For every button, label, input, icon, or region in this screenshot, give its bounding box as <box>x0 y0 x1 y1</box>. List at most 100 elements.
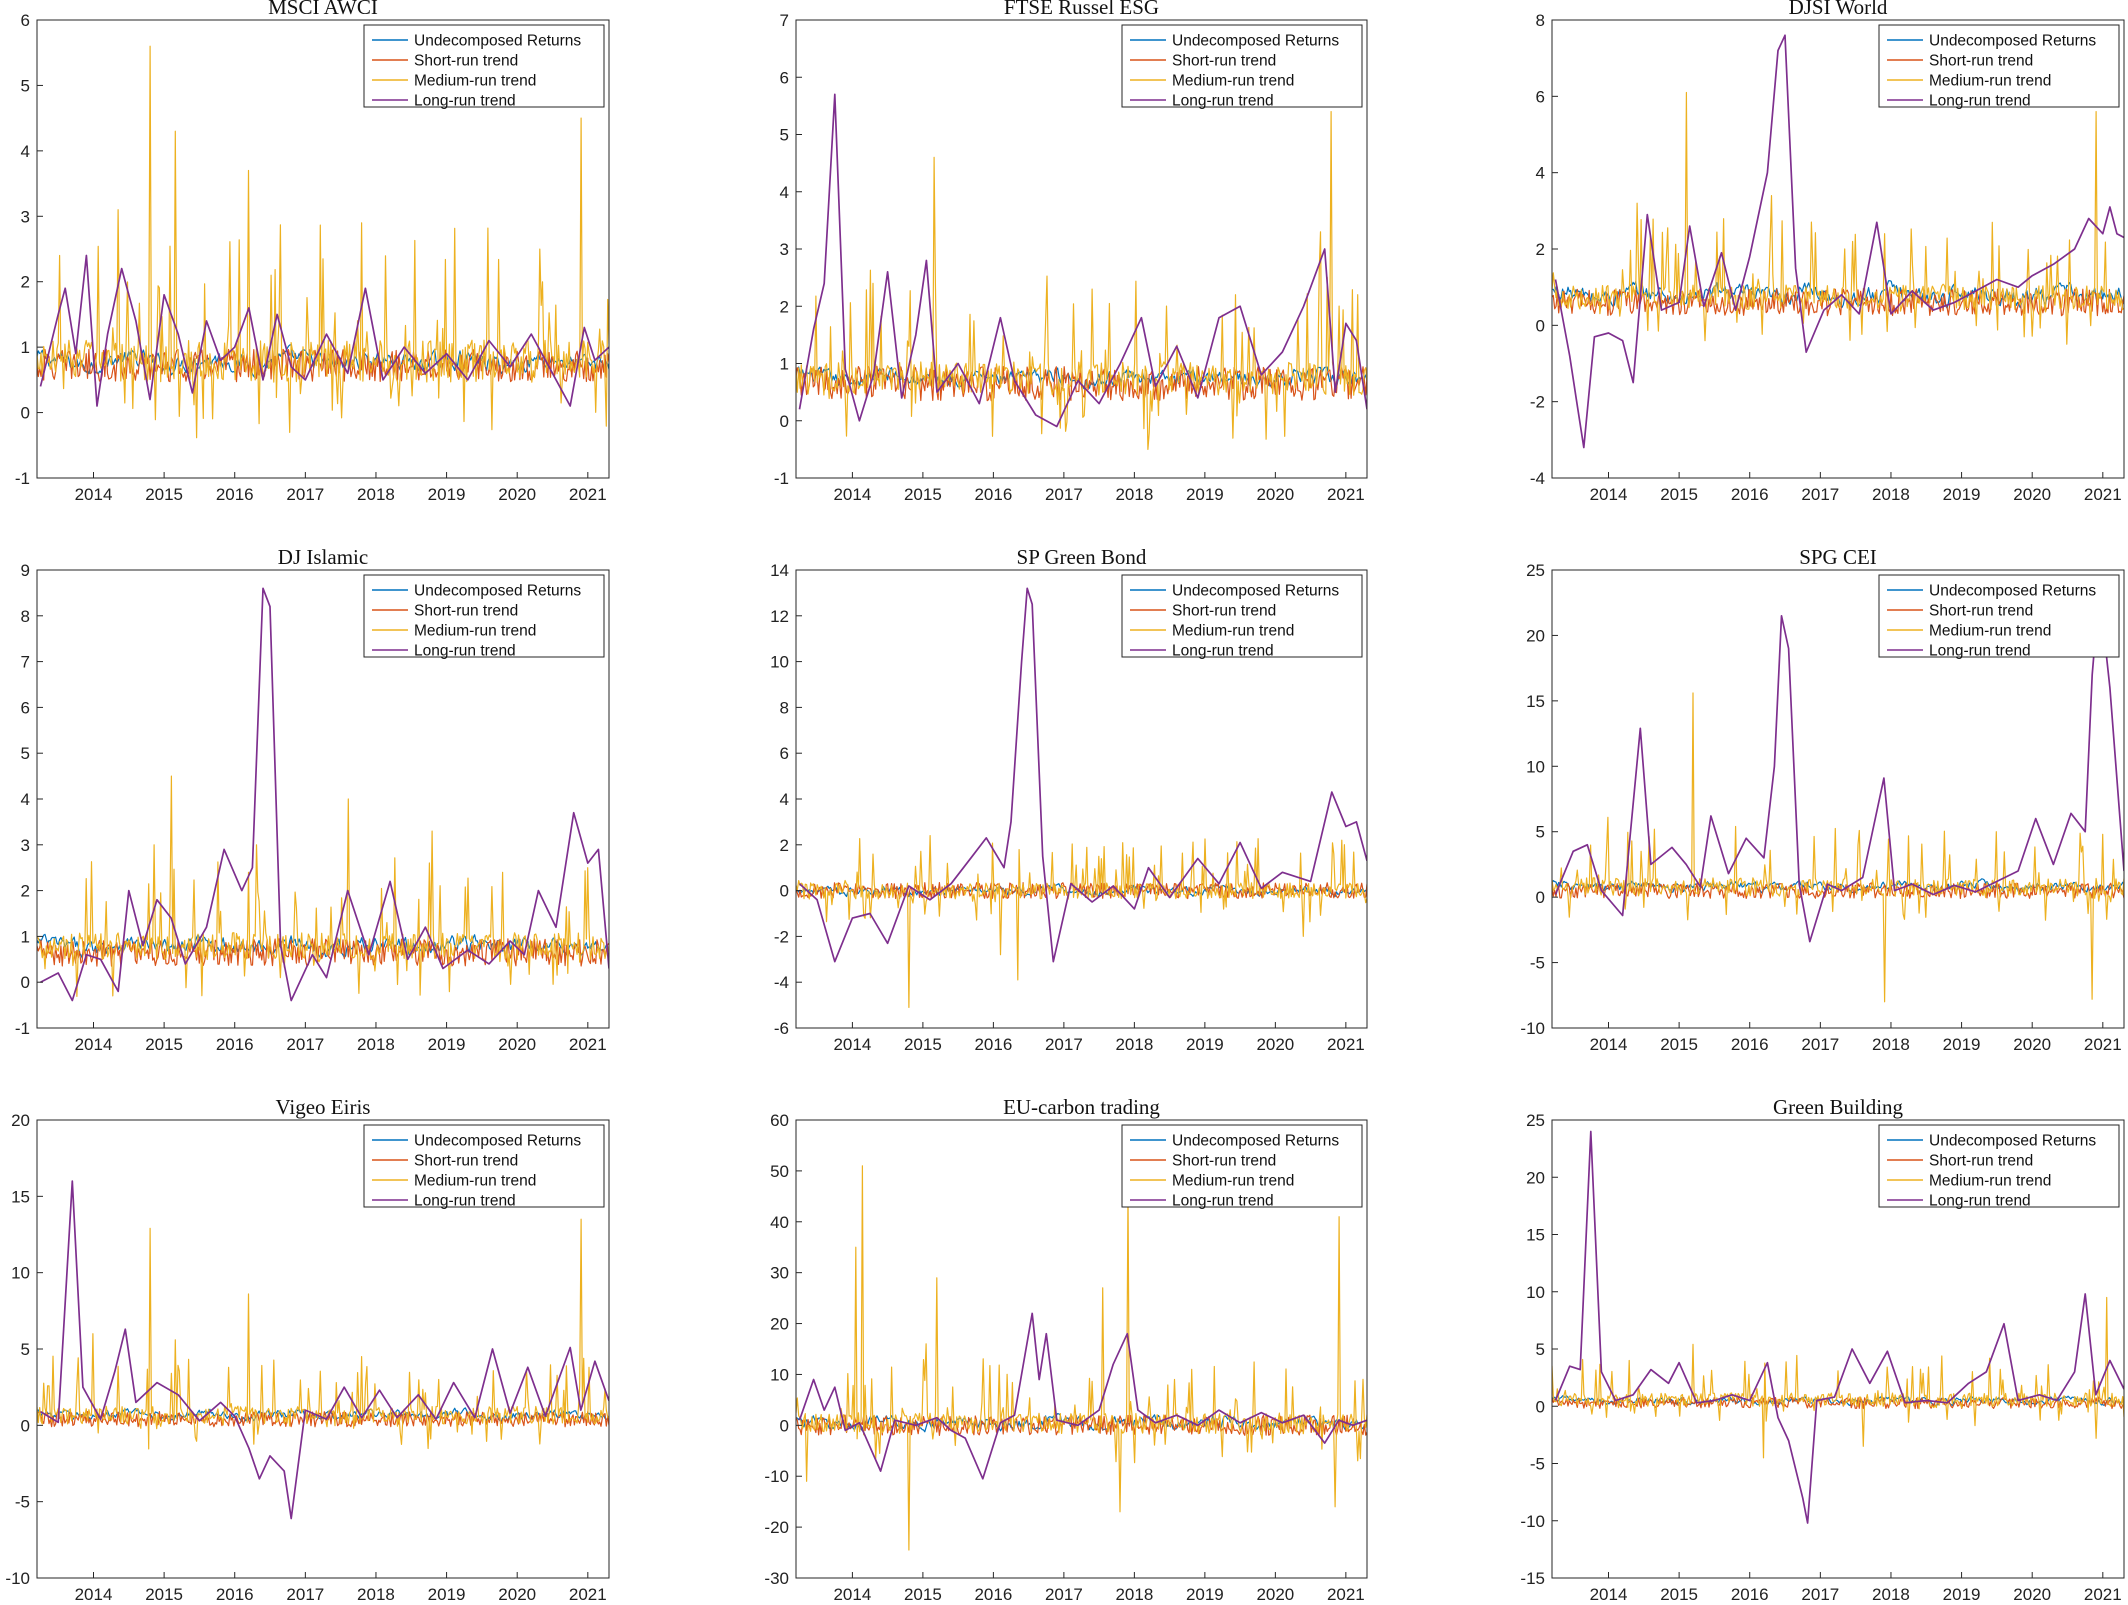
x-tick-label: 2014 <box>75 1585 113 1604</box>
x-tick-label: 2019 <box>1943 1585 1981 1604</box>
x-tick-label: 2015 <box>904 1035 942 1054</box>
y-tick-label: -4 <box>774 973 789 992</box>
plot-area <box>1552 1130 2124 1524</box>
x-tick-label: 2017 <box>1045 485 1083 504</box>
y-tick-label: 4 <box>780 183 789 202</box>
legend-box <box>363 574 605 658</box>
x-tick-label: 2020 <box>2013 1585 2051 1604</box>
legend-label-medium: Medium-run trend <box>1172 73 1294 90</box>
x-tick-label: 2016 <box>1731 485 1769 504</box>
legend-label-undecomposed: Undecomposed Returns <box>1929 583 2096 600</box>
plot-area <box>37 587 609 1002</box>
y-tick-label: 4 <box>1536 164 1545 183</box>
y-tick-label: -1 <box>15 469 30 488</box>
legend-label-undecomposed: Undecomposed Returns <box>414 1133 581 1150</box>
x-tick-label: 2018 <box>1872 1585 1910 1604</box>
legend: Undecomposed Returns Short-run trend Mediu… <box>363 24 605 110</box>
x-tick-label: 2019 <box>1943 1035 1981 1054</box>
panel-title: FTSE Russel ESG <box>1004 0 1159 19</box>
y-tick-label: 0 <box>21 404 30 423</box>
legend-label-long: Long-run trend <box>1929 643 2031 660</box>
legend-label-long: Long-run trend <box>414 93 516 110</box>
y-tick-label: 10 <box>1526 757 1545 776</box>
y-tick-label: 20 <box>11 1111 30 1130</box>
x-tick-label: 2016 <box>974 1585 1012 1604</box>
series-line-medium <box>1552 692 2124 1003</box>
legend-box <box>1121 24 1363 108</box>
y-tick-label: -10 <box>1520 1019 1545 1038</box>
x-tick-label: 2017 <box>1045 1035 1083 1054</box>
legend: Undecomposed Returns Short-run trend Mediu… <box>363 574 605 660</box>
legend-label-medium: Medium-run trend <box>414 623 536 640</box>
x-tick-label: 2017 <box>1801 485 1839 504</box>
legend: Undecomposed Returns Short-run trend Mediu… <box>1878 574 2120 660</box>
panel-title: EU-carbon trading <box>1003 1095 1160 1119</box>
legend: Undecomposed Returns Short-run trend Mediu… <box>1878 24 2120 110</box>
legend-label-long: Long-run trend <box>1929 93 2031 110</box>
x-tick-label: 2015 <box>145 485 183 504</box>
y-tick-label: -10 <box>1520 1512 1545 1531</box>
y-tick-label: 5 <box>21 76 30 95</box>
x-tick-label: 2018 <box>1115 1035 1153 1054</box>
series-line-medium <box>796 835 1367 1008</box>
x-tick-label: 2015 <box>904 485 942 504</box>
x-tick-label: 2014 <box>1590 1035 1628 1054</box>
y-tick-label: 2 <box>21 882 30 901</box>
x-tick-label: 2017 <box>286 1035 324 1054</box>
plot-area <box>1552 34 2124 449</box>
y-tick-label: -2 <box>774 927 789 946</box>
legend-label-medium: Medium-run trend <box>414 73 536 90</box>
series-line-long <box>798 587 1367 963</box>
legend-label-medium: Medium-run trend <box>1172 1173 1294 1190</box>
series-line-long <box>1554 1130 2124 1524</box>
y-tick-label: 10 <box>770 1365 789 1384</box>
panel-title: DJ Islamic <box>278 545 368 569</box>
x-tick-label: 2016 <box>216 485 254 504</box>
panel-title: MSCI AWCI <box>268 0 378 19</box>
plot-area <box>796 93 1367 450</box>
x-tick-label: 2018 <box>357 1035 395 1054</box>
y-tick-label: 2 <box>21 273 30 292</box>
legend-label-short: Short-run trend <box>414 1153 518 1170</box>
x-tick-label: 2014 <box>1590 485 1628 504</box>
panel-title: DJSI World <box>1789 0 1888 19</box>
legend-label-medium: Medium-run trend <box>1172 623 1294 640</box>
x-tick-label: 2015 <box>904 1585 942 1604</box>
x-tick-label: 2018 <box>1872 485 1910 504</box>
legend: Undecomposed Returns Short-run trend Mediu… <box>363 1124 605 1210</box>
y-tick-label: 30 <box>770 1264 789 1283</box>
y-tick-label: -5 <box>1530 954 1545 973</box>
y-tick-label: 3 <box>780 240 789 259</box>
y-tick-label: 25 <box>1526 561 1545 580</box>
y-tick-label: 3 <box>21 207 30 226</box>
y-tick-label: 1 <box>21 338 30 357</box>
legend: Undecomposed Returns Short-run trend Mediu… <box>1878 1124 2120 1210</box>
legend-box <box>1121 574 1363 658</box>
x-tick-label: 2014 <box>75 485 113 504</box>
y-tick-label: -30 <box>764 1569 789 1588</box>
y-tick-label: 0 <box>1536 316 1545 335</box>
y-tick-label: 7 <box>780 11 789 30</box>
legend-label-long: Long-run trend <box>1172 93 1274 110</box>
series-line-long <box>1554 34 2124 449</box>
legend-label-long: Long-run trend <box>414 1193 516 1210</box>
y-tick-label: -10 <box>5 1569 30 1588</box>
panel-spg-cei: SPG CEI -10 -5 0 5 10 15 20 25 2014 2015 2016 2017 20… <box>1520 545 2125 1054</box>
y-tick-label: 5 <box>1536 1340 1545 1359</box>
panel-title: SP Green Bond <box>1017 545 1147 569</box>
y-tick-label: 60 <box>770 1111 789 1130</box>
legend-label-short: Short-run trend <box>1929 603 2033 620</box>
x-tick-label: 2017 <box>1801 1035 1839 1054</box>
series-line-long <box>40 587 609 1002</box>
y-tick-label: 6 <box>21 698 30 717</box>
x-tick-label: 2016 <box>1731 1035 1769 1054</box>
legend-label-undecomposed: Undecomposed Returns <box>1172 1133 1339 1150</box>
legend-label-undecomposed: Undecomposed Returns <box>414 33 581 50</box>
y-tick-label: 8 <box>1536 11 1545 30</box>
x-tick-label: 2018 <box>357 1585 395 1604</box>
x-tick-label: 2019 <box>1186 1035 1224 1054</box>
y-tick-label: 2 <box>780 297 789 316</box>
x-tick-label: 2021 <box>569 485 607 504</box>
legend-box <box>363 1124 605 1208</box>
